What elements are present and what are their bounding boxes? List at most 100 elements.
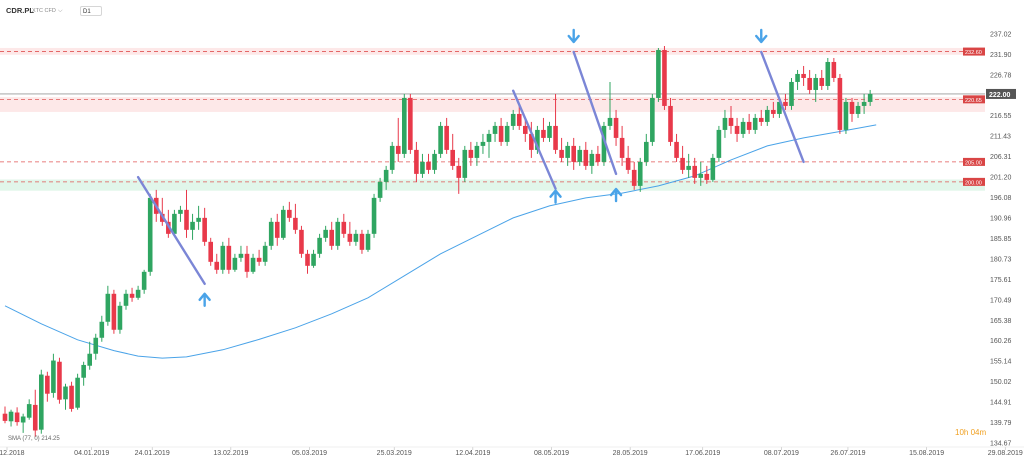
candle-body bbox=[728, 117, 734, 126]
candle-body bbox=[607, 117, 613, 126]
candle-body bbox=[117, 305, 123, 330]
candle-body bbox=[456, 165, 462, 178]
candle-body bbox=[674, 141, 679, 158]
candle-body bbox=[789, 81, 794, 106]
candle-body bbox=[855, 105, 861, 114]
candle-body bbox=[317, 237, 322, 254]
candle-body bbox=[704, 173, 710, 180]
candle-body bbox=[341, 221, 347, 234]
candle-body bbox=[777, 101, 782, 114]
sma-legend: SMA (77, 0) 214.25 bbox=[8, 436, 60, 442]
candle-body bbox=[571, 145, 576, 162]
y-tick-label: 139.79 bbox=[990, 420, 1012, 427]
candle-body bbox=[287, 209, 292, 218]
y-tick-label: 160.26 bbox=[990, 338, 1012, 345]
trendline-3 bbox=[760, 50, 805, 164]
x-tick-label: 17.06.2019 bbox=[685, 450, 720, 457]
y-tick-label: 201.20 bbox=[990, 175, 1012, 182]
candle-body bbox=[843, 101, 849, 130]
candle-body bbox=[462, 149, 468, 178]
candle-body bbox=[184, 209, 189, 230]
arrow-down-icon bbox=[755, 28, 768, 44]
candle-body bbox=[504, 125, 510, 142]
candle-body bbox=[601, 125, 607, 162]
candle-body bbox=[8, 411, 14, 422]
candle-body bbox=[329, 229, 334, 246]
candle-body bbox=[281, 209, 286, 238]
x-tick-label: 15.08.2019 bbox=[909, 450, 944, 457]
candle-body bbox=[51, 360, 56, 393]
arrow-up-icon bbox=[198, 292, 211, 307]
candle-body bbox=[613, 117, 619, 138]
current-price-label: 222.00 bbox=[989, 92, 1011, 99]
candle-body bbox=[716, 129, 722, 158]
current-price-tag bbox=[986, 88, 1016, 99]
candle-body bbox=[619, 137, 625, 158]
candle-body bbox=[293, 217, 298, 230]
candle-body bbox=[807, 77, 812, 90]
chevron-down-icon[interactable]: ⌵ bbox=[58, 8, 63, 14]
candle-body bbox=[668, 105, 673, 142]
candle-body bbox=[783, 101, 788, 106]
y-tick-label: 190.96 bbox=[990, 216, 1012, 223]
candle-body bbox=[105, 293, 111, 322]
candle-body bbox=[402, 97, 407, 154]
candle-body bbox=[147, 197, 153, 272]
candle-body bbox=[535, 129, 540, 150]
candle-body bbox=[178, 209, 183, 214]
timeframe-selector[interactable]: D1 bbox=[80, 6, 102, 16]
y-tick-label: 155.14 bbox=[990, 359, 1012, 366]
candle-body bbox=[474, 145, 480, 158]
y-tick-label: 206.31 bbox=[990, 154, 1012, 161]
y-tick-label: 144.91 bbox=[990, 400, 1012, 407]
candle-body bbox=[123, 293, 129, 306]
candle-body bbox=[395, 145, 401, 154]
candle-body bbox=[268, 221, 274, 246]
candle-body bbox=[299, 229, 304, 254]
candle-body bbox=[238, 253, 244, 258]
x-tick-label: 29.08.2019 bbox=[988, 450, 1023, 457]
candle-body bbox=[577, 149, 583, 162]
level-tag-0 bbox=[963, 47, 985, 56]
y-tick-label: 134.67 bbox=[990, 441, 1012, 448]
candle-body bbox=[565, 145, 570, 158]
sma-line bbox=[4, 124, 877, 359]
candle-body bbox=[746, 121, 752, 130]
candle-body bbox=[547, 125, 552, 138]
x-tick-label: 25.03.2019 bbox=[377, 450, 412, 457]
x-tick-label: 08.05.2019 bbox=[534, 450, 569, 457]
level-tag-label: 200.00 bbox=[965, 180, 982, 186]
candle-body bbox=[172, 213, 177, 234]
candle-body bbox=[553, 125, 558, 150]
candle-body bbox=[510, 113, 516, 126]
candle-body bbox=[383, 169, 389, 182]
candle-body bbox=[831, 61, 837, 78]
candle-body bbox=[583, 149, 589, 166]
candle-body bbox=[63, 386, 68, 400]
symbol-label[interactable]: CDR.PL bbox=[6, 6, 34, 15]
candle-body bbox=[81, 364, 86, 378]
candle-body bbox=[432, 153, 437, 170]
y-tick-label: 231.90 bbox=[990, 52, 1012, 59]
candle-body bbox=[710, 157, 716, 180]
candle-body bbox=[414, 149, 419, 174]
trendline-2 bbox=[572, 50, 618, 176]
candle-body bbox=[26, 404, 32, 418]
candle-body bbox=[141, 271, 147, 290]
arrow-up-icon bbox=[609, 187, 623, 203]
candle-body bbox=[438, 125, 443, 154]
candle-body bbox=[69, 385, 74, 409]
x-tick-label: 12.04.2019 bbox=[455, 450, 490, 457]
candle-body bbox=[190, 221, 195, 230]
candle-body bbox=[752, 117, 758, 130]
y-tick-label: 216.55 bbox=[990, 113, 1012, 120]
candle-body bbox=[559, 149, 564, 158]
candle-body bbox=[75, 377, 80, 408]
candle-body bbox=[662, 49, 667, 106]
candle-body bbox=[45, 375, 50, 394]
candle-body bbox=[837, 77, 843, 130]
x-tick-label: 04.01.2019 bbox=[74, 450, 109, 457]
y-tick-label: 180.73 bbox=[990, 256, 1012, 263]
